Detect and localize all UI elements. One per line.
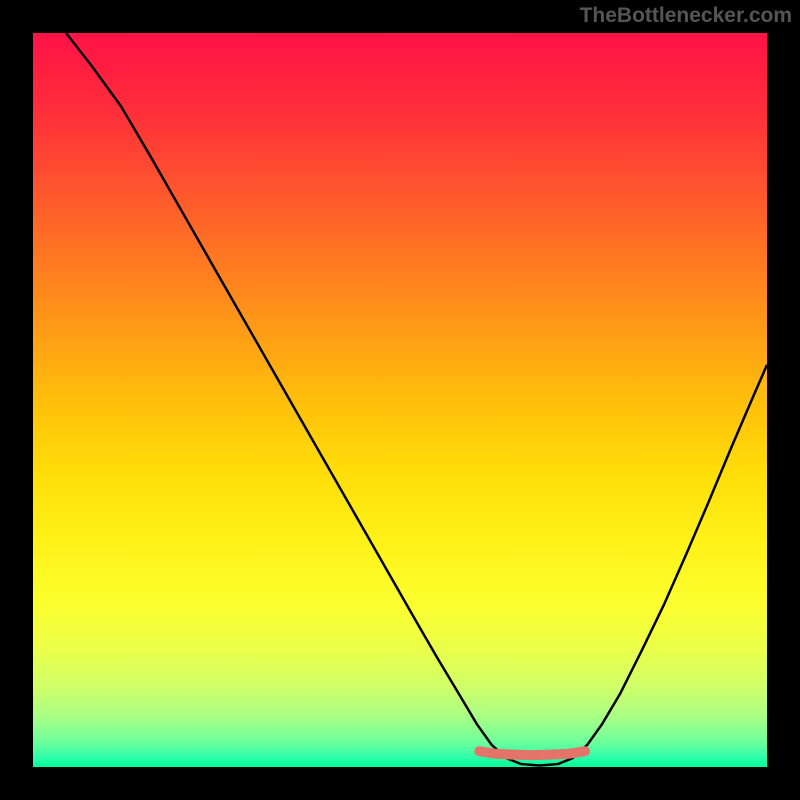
bottleneck-curve-chart — [0, 0, 800, 800]
optimal-range-marker — [479, 751, 585, 755]
chart-container: TheBottlenecker.com — [0, 0, 800, 800]
watermark-text: TheBottlenecker.com — [580, 4, 792, 28]
